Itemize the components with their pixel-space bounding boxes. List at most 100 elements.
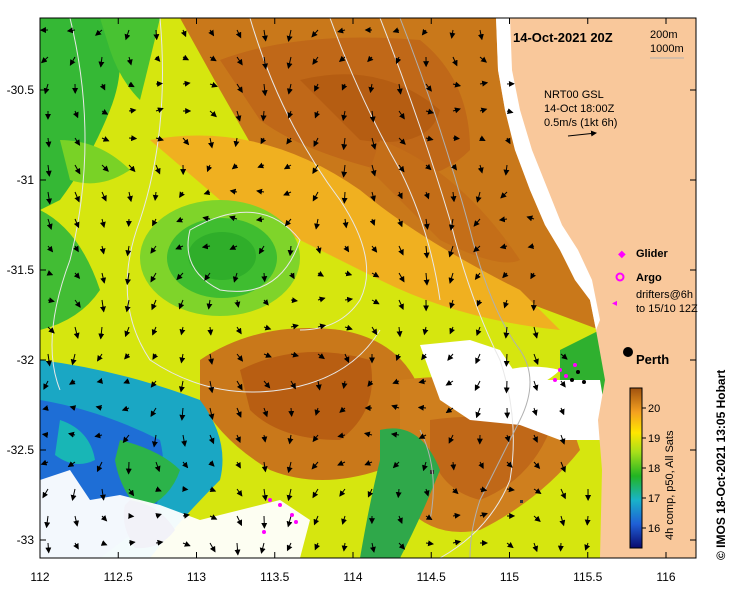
current-arrow bbox=[154, 461, 161, 473]
current-arrow bbox=[314, 83, 320, 92]
current-arrows bbox=[40, 26, 592, 556]
current-arrow bbox=[449, 29, 456, 39]
current-arrow bbox=[94, 432, 103, 439]
current-arrow bbox=[314, 542, 320, 551]
current-arrow bbox=[423, 191, 430, 200]
x-tick-label: 115.5 bbox=[573, 570, 602, 584]
current-arrow bbox=[451, 163, 458, 171]
map-title: 14-Oct-2021 20Z bbox=[513, 30, 613, 45]
current-arrow bbox=[475, 353, 481, 365]
current-arrow bbox=[339, 488, 346, 497]
current-arrow bbox=[370, 191, 376, 202]
current-arrow bbox=[151, 299, 157, 311]
current-arrow bbox=[47, 326, 55, 334]
current-arrow bbox=[41, 431, 49, 438]
current-arrow bbox=[155, 135, 164, 142]
current-arrow bbox=[532, 326, 539, 339]
current-arrow bbox=[258, 245, 265, 255]
current-arrow bbox=[155, 513, 162, 519]
current-arrow bbox=[392, 378, 400, 385]
current-arrow bbox=[208, 29, 215, 37]
current-arrow bbox=[101, 164, 109, 172]
current-arrow bbox=[448, 272, 455, 284]
current-arrow bbox=[124, 326, 131, 338]
current-arrow bbox=[425, 83, 432, 92]
current-arrow bbox=[312, 488, 319, 499]
current-arrow bbox=[201, 243, 211, 250]
current-arrow bbox=[229, 244, 238, 250]
current-arrow bbox=[423, 245, 430, 259]
x-tick-label: 114.5 bbox=[417, 570, 446, 584]
current-arrow bbox=[259, 542, 266, 554]
current-arrow bbox=[398, 110, 405, 120]
current-arrow bbox=[560, 353, 568, 360]
current-arrow bbox=[369, 542, 376, 553]
current-arrow bbox=[559, 380, 566, 388]
current-arrow bbox=[506, 486, 515, 493]
current-arrow bbox=[152, 353, 159, 360]
current-arrow bbox=[43, 380, 49, 390]
perth-label: Perth bbox=[636, 352, 669, 367]
current-arrow bbox=[343, 353, 350, 363]
current-arrow bbox=[341, 137, 348, 151]
current-arrow bbox=[504, 434, 511, 443]
current-arrow bbox=[341, 515, 347, 525]
current-arrow bbox=[313, 515, 320, 526]
current-arrow bbox=[341, 380, 348, 390]
current-arrow bbox=[96, 461, 103, 473]
current-arrow bbox=[95, 29, 103, 36]
current-arrow bbox=[209, 81, 218, 88]
current-arrow bbox=[124, 353, 131, 360]
current-arrow bbox=[154, 55, 161, 62]
current-arrow bbox=[398, 137, 406, 145]
current-arrow bbox=[231, 163, 239, 170]
current-arrow bbox=[95, 404, 103, 411]
current-arrow bbox=[261, 461, 268, 473]
current-arrow bbox=[235, 29, 242, 39]
current-arrow bbox=[371, 298, 380, 305]
current-arrow bbox=[101, 136, 110, 142]
current-arrow bbox=[527, 243, 535, 250]
current-arrow bbox=[397, 218, 403, 228]
sst-field bbox=[40, 18, 696, 558]
current-arrow bbox=[418, 378, 427, 385]
current-arrow bbox=[479, 80, 489, 87]
current-arrow bbox=[42, 488, 49, 499]
current-arrow bbox=[368, 83, 375, 94]
current-arrow bbox=[46, 191, 52, 205]
current-arrow bbox=[152, 191, 159, 201]
isobath-label-200m: 200m bbox=[650, 29, 678, 41]
current-arrow bbox=[396, 326, 403, 338]
current-arrow bbox=[263, 324, 272, 331]
current-arrow bbox=[452, 487, 459, 495]
current-arrow bbox=[312, 164, 319, 175]
current-arrow bbox=[155, 539, 164, 546]
current-arrow bbox=[397, 191, 403, 200]
currents-source: NRT00 GSL bbox=[544, 89, 604, 101]
current-arrow bbox=[449, 326, 455, 335]
colorbar-tick-label: 20 bbox=[648, 403, 660, 415]
current-arrow bbox=[74, 137, 81, 146]
current-arrow bbox=[284, 218, 292, 227]
current-arrow bbox=[122, 434, 130, 444]
glider-icon: ◆ bbox=[618, 249, 626, 260]
current-arrow bbox=[526, 215, 535, 222]
current-arrow bbox=[202, 215, 211, 222]
current-arrow bbox=[151, 434, 158, 448]
current-arrow bbox=[398, 299, 404, 310]
current-arrow bbox=[532, 380, 539, 392]
current-arrow bbox=[425, 135, 434, 142]
current-arrow bbox=[503, 380, 510, 394]
current-arrow bbox=[503, 299, 509, 309]
currents-time: 14-Oct 18:00Z bbox=[544, 103, 615, 115]
current-arrow bbox=[99, 218, 106, 229]
current-arrow bbox=[344, 296, 354, 303]
current-arrow bbox=[479, 107, 488, 114]
current-arrow bbox=[473, 218, 481, 227]
current-arrow bbox=[398, 164, 405, 173]
current-arrow bbox=[395, 353, 402, 362]
current-arrow bbox=[448, 245, 454, 258]
current-arrow bbox=[179, 353, 186, 364]
current-arrow bbox=[72, 110, 79, 119]
